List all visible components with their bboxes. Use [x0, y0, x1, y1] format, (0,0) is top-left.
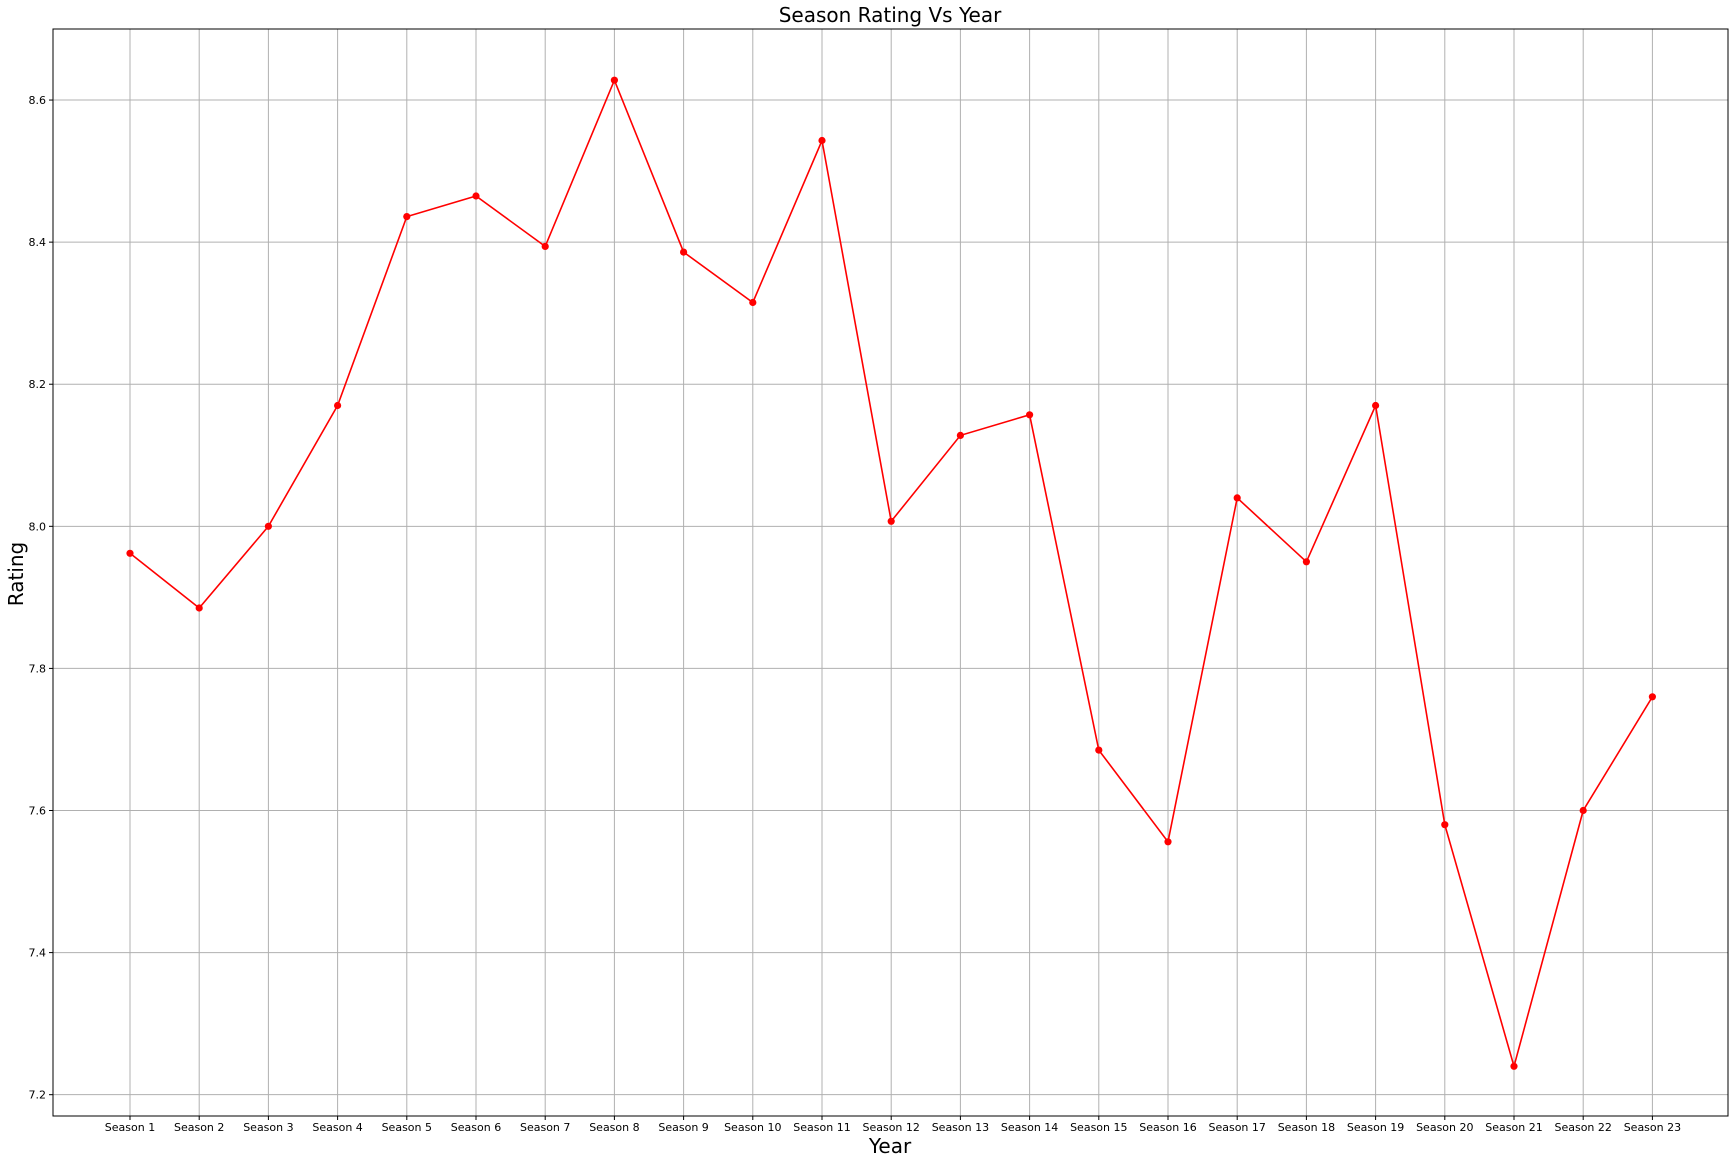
x-tick-label: Season 15	[1070, 1121, 1127, 1134]
x-tick-label: Season 7	[520, 1121, 570, 1134]
x-axis-label: Year	[868, 1134, 912, 1158]
y-axis-label: Rating	[4, 542, 28, 606]
y-tick-label: 8.6	[29, 94, 47, 107]
data-point	[1233, 494, 1241, 502]
x-tick-label: Season 18	[1278, 1121, 1335, 1134]
x-tick-label: Season 11	[793, 1121, 850, 1134]
x-tick-label: Season 2	[174, 1121, 224, 1134]
x-tick-label: Season 10	[724, 1121, 781, 1134]
axis-ticks: Season 1 Season 2 Season 3 Season 4 Season 5…	[29, 94, 1682, 1134]
x-tick-label: Season 20	[1416, 1121, 1473, 1134]
data-point	[472, 192, 480, 200]
x-tick-label: Season 17	[1208, 1121, 1265, 1134]
x-tick-label: Season 16	[1139, 1121, 1196, 1134]
x-tick-label: Season 6	[451, 1121, 501, 1134]
data-point	[610, 76, 619, 84]
plot-frame	[52, 28, 1729, 1117]
data-point	[956, 431, 965, 439]
x-tick-label: Season 14	[1001, 1121, 1058, 1134]
chart-title: Season Rating Vs Year	[779, 3, 1002, 27]
data-point	[334, 401, 342, 410]
data-point	[749, 298, 757, 307]
data-point	[818, 136, 826, 145]
y-tick-label: 7.8	[29, 662, 47, 675]
x-tick-label: Season 5	[382, 1121, 432, 1134]
x-tick-label: Season 23	[1624, 1121, 1681, 1134]
data-point	[1026, 411, 1034, 419]
y-tick-label: 7.2	[29, 1089, 47, 1102]
data-point	[1095, 746, 1103, 754]
data-point	[680, 248, 688, 256]
x-tick-label: Season 9	[658, 1121, 708, 1134]
series-points	[126, 76, 1656, 1070]
data-point	[541, 242, 549, 250]
data-point	[1510, 1062, 1518, 1070]
data-point	[403, 213, 411, 221]
x-tick-label: Season 13	[932, 1121, 989, 1134]
data-point	[1164, 838, 1172, 846]
x-tick-label: Season 3	[243, 1121, 293, 1134]
y-tick-label: 8.4	[29, 236, 47, 249]
data-point	[264, 522, 272, 530]
data-point	[1372, 401, 1380, 410]
y-tick-label: 8.0	[29, 520, 47, 533]
data-point	[195, 604, 203, 612]
x-tick-label: Season 21	[1485, 1121, 1542, 1134]
data-point	[126, 549, 134, 557]
x-tick-label: Season 12	[862, 1121, 919, 1134]
x-tick-label: Season 22	[1554, 1121, 1611, 1134]
x-tick-label: Season 8	[589, 1121, 639, 1134]
x-tick-label: Season 4	[312, 1121, 362, 1134]
data-point	[887, 517, 895, 525]
data-point	[1441, 821, 1449, 829]
data-point	[1302, 558, 1310, 566]
grid-lines	[53, 29, 1728, 1116]
y-tick-label: 8.2	[29, 378, 47, 391]
y-tick-label: 7.4	[29, 947, 47, 960]
data-point	[1648, 693, 1656, 701]
x-tick-label: Season 19	[1347, 1121, 1404, 1134]
data-point	[1579, 806, 1587, 815]
y-tick-label: 7.6	[29, 805, 47, 818]
x-tick-label: Season 1	[105, 1121, 155, 1134]
